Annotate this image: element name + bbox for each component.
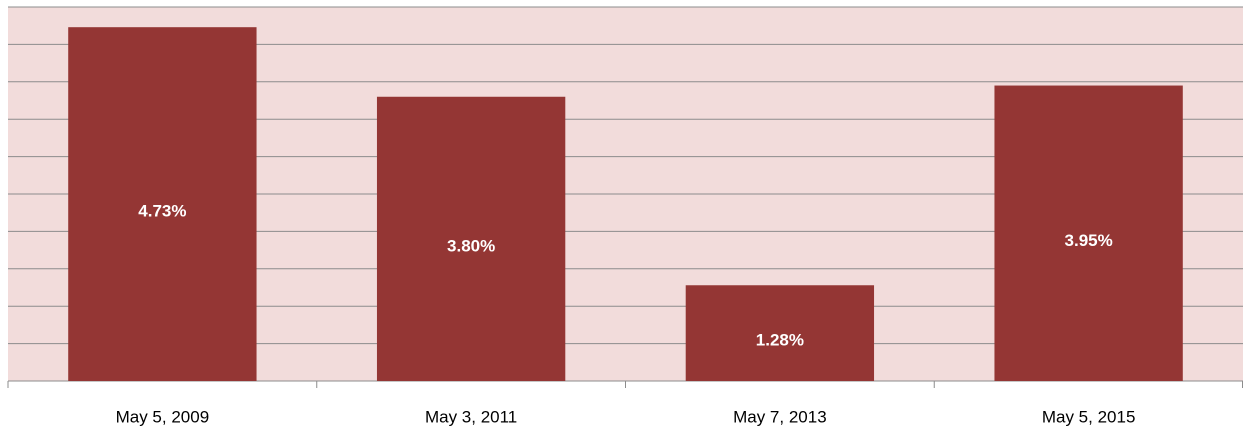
x-tick-label: May 5, 2009 — [116, 407, 210, 426]
bar — [376, 96, 566, 381]
value-label: 4.73% — [138, 202, 186, 221]
value-label: 1.28% — [756, 331, 804, 350]
bar — [685, 285, 875, 381]
value-label: 3.95% — [1065, 231, 1113, 250]
x-tick-label: May 5, 2015 — [1042, 407, 1136, 426]
value-label: 3.80% — [447, 236, 495, 255]
x-tick-label: May 7, 2013 — [733, 407, 827, 426]
x-tick-label: May 3, 2011 — [425, 407, 517, 426]
bar — [68, 27, 257, 382]
bar — [994, 85, 1183, 381]
